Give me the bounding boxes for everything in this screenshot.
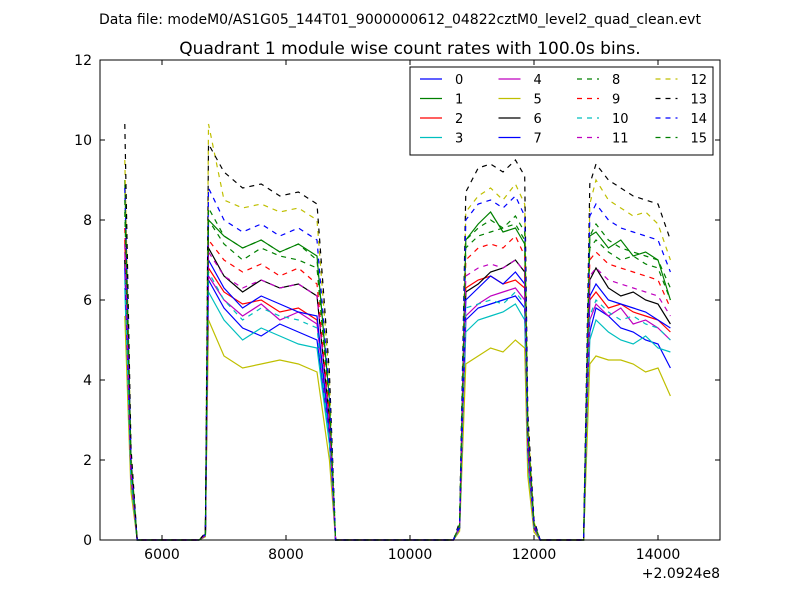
series-line-11 xyxy=(124,243,671,541)
legend-label-6: 6 xyxy=(534,112,542,127)
series-line-10 xyxy=(124,269,671,541)
series-line-13 xyxy=(124,123,671,541)
series-line-15 xyxy=(124,199,671,541)
y-tick-label: 10 xyxy=(74,133,92,149)
y-tick-label: 12 xyxy=(74,53,92,69)
legend-label-4: 4 xyxy=(534,73,542,88)
series-line-0 xyxy=(124,259,671,541)
series-line-8 xyxy=(124,211,671,541)
legend-label-3: 3 xyxy=(455,132,463,147)
series-line-14 xyxy=(124,187,671,541)
legend-label-5: 5 xyxy=(534,93,542,108)
legend-label-8: 8 xyxy=(612,73,620,88)
y-tick-label: 4 xyxy=(83,373,92,389)
series-line-4 xyxy=(124,251,671,541)
legend-label-9: 9 xyxy=(612,93,620,108)
legend-box xyxy=(409,66,714,156)
y-tick-label: 0 xyxy=(83,533,92,549)
y-tick-label: 2 xyxy=(83,453,92,469)
x-tick-label: 14000 xyxy=(636,547,681,563)
y-tick-label: 8 xyxy=(83,213,92,229)
legend-label-11: 11 xyxy=(612,132,629,147)
series-line-3 xyxy=(124,287,671,541)
x-offset-label: +2.0924e8 xyxy=(642,566,720,582)
legend-label-14: 14 xyxy=(691,112,708,127)
series-line-6 xyxy=(124,245,671,541)
series-line-7 xyxy=(124,257,671,541)
legend-label-2: 2 xyxy=(455,112,463,127)
chart-title: Quadrant 1 module wise count rates with … xyxy=(179,39,640,59)
legend-label-15: 15 xyxy=(691,132,708,147)
legend-label-10: 10 xyxy=(612,112,629,127)
series-line-12 xyxy=(124,123,671,541)
x-tick-label: 12000 xyxy=(512,547,557,563)
legend-label-0: 0 xyxy=(455,73,463,88)
series-line-1 xyxy=(124,179,671,541)
x-tick-label: 8000 xyxy=(268,547,304,563)
legend-label-12: 12 xyxy=(691,73,708,88)
data-file-title: Data file: modeM0/AS1G05_144T01_90000006… xyxy=(99,12,701,28)
y-tick-label: 6 xyxy=(83,293,92,309)
x-tick-label: 6000 xyxy=(144,547,180,563)
legend-label-13: 13 xyxy=(691,93,708,108)
legend-label-1: 1 xyxy=(455,93,463,108)
x-tick-label: 10000 xyxy=(388,547,433,563)
series-line-2 xyxy=(124,239,671,541)
series-layer xyxy=(124,123,671,541)
series-line-5 xyxy=(124,315,671,541)
legend-label-7: 7 xyxy=(534,132,542,147)
